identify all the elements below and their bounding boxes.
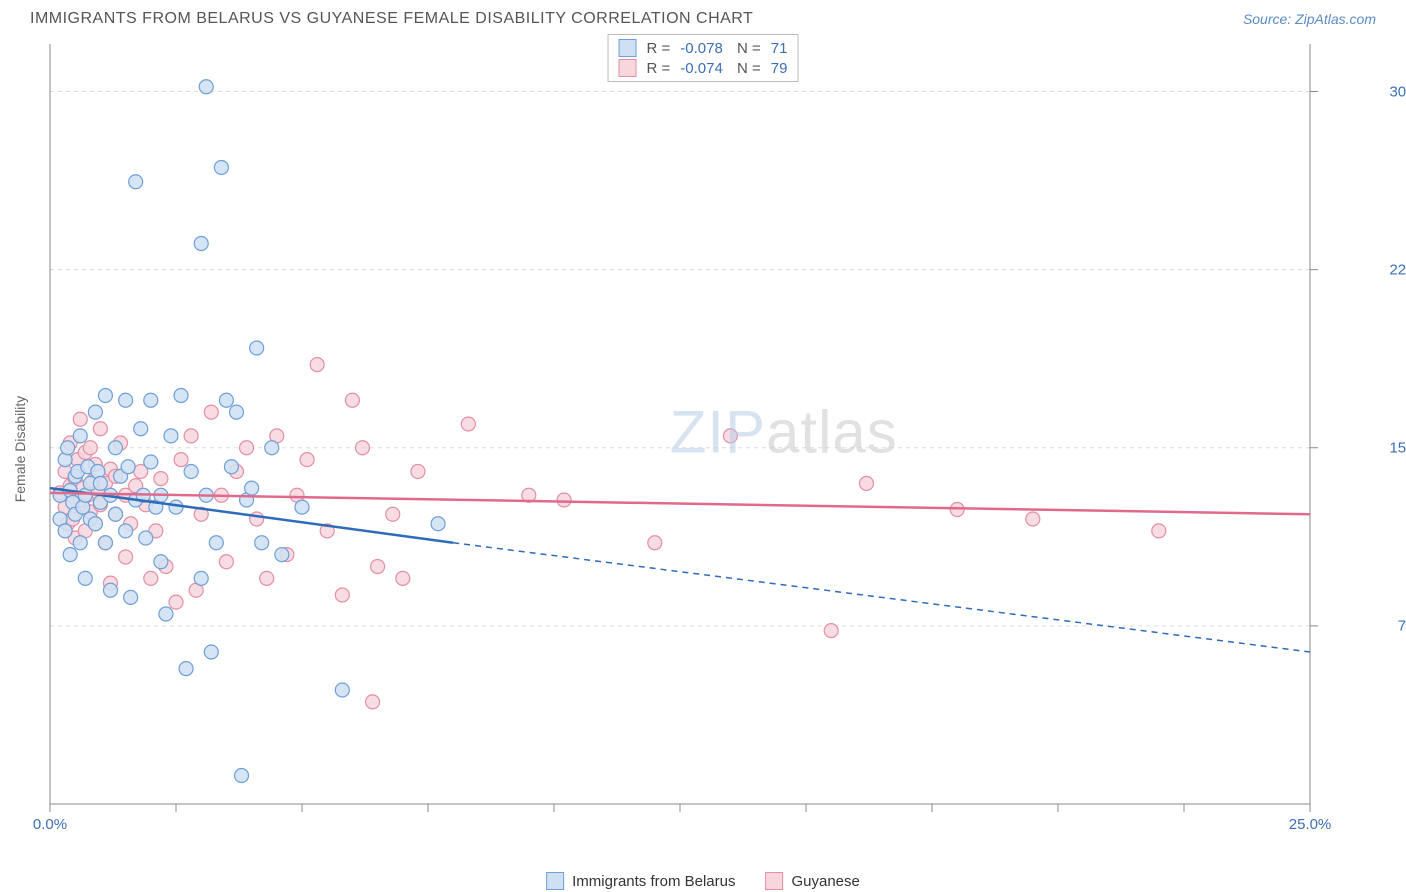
- x-tick: 25.0%: [1289, 816, 1332, 890]
- n-label: N =: [733, 40, 761, 57]
- y-axis-label: Female Disability: [12, 396, 28, 503]
- r-label: R =: [647, 40, 671, 57]
- legend-bottom: Immigrants from Belarus Guyanese: [546, 872, 860, 890]
- legend-stats-row-1: R = -0.074 N = 79: [619, 59, 788, 77]
- chart-title: IMMIGRANTS FROM BELARUS VS GUYANESE FEMA…: [30, 10, 753, 28]
- y-tick: 30.0%: [1389, 83, 1406, 100]
- y-tick: 15.0%: [1389, 439, 1406, 456]
- swatch-guyanese: [619, 59, 637, 77]
- n-label: N =: [733, 60, 761, 77]
- swatch-belarus: [619, 39, 637, 57]
- y-tick: 22.5%: [1389, 261, 1406, 278]
- legend-label-0: Immigrants from Belarus: [572, 873, 735, 890]
- n-value-1: 79: [771, 60, 788, 77]
- legend-item-belarus: Immigrants from Belarus: [546, 872, 735, 890]
- legend-stats-row-0: R = -0.078 N = 71: [619, 39, 788, 57]
- r-label: R =: [647, 60, 671, 77]
- swatch-guyanese: [765, 872, 783, 890]
- legend-stats: R = -0.078 N = 71 R = -0.074 N = 79: [608, 34, 799, 82]
- x-tick: 0.0%: [33, 816, 67, 890]
- r-value-0: -0.078: [680, 40, 723, 57]
- header-bar: IMMIGRANTS FROM BELARUS VS GUYANESE FEMA…: [0, 0, 1406, 34]
- source-prefix: Source:: [1243, 11, 1295, 27]
- source-link[interactable]: ZipAtlas.com: [1295, 11, 1376, 27]
- n-value-0: 71: [771, 40, 788, 57]
- legend-item-guyanese: Guyanese: [765, 872, 859, 890]
- r-value-1: -0.074: [680, 60, 723, 77]
- source-credit: Source: ZipAtlas.com: [1243, 11, 1376, 27]
- legend-label-1: Guyanese: [791, 873, 859, 890]
- scatter-chart: [30, 34, 1376, 824]
- y-tick: 7.5%: [1398, 617, 1406, 634]
- swatch-belarus: [546, 872, 564, 890]
- chart-container: Female Disability ZIPatlas R = -0.078 N …: [30, 34, 1376, 864]
